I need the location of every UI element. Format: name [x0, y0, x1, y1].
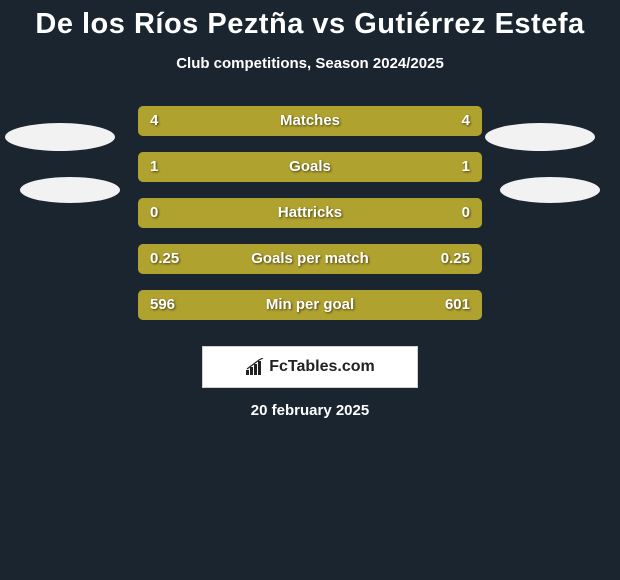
subtitle: Club competitions, Season 2024/2025 — [0, 55, 620, 72]
bar-right — [310, 198, 482, 228]
bar-left — [138, 152, 310, 182]
decorative-ellipse — [5, 123, 115, 151]
stat-value-right: 1 — [462, 144, 470, 190]
date-label: 20 february 2025 — [0, 402, 620, 419]
decorative-ellipse — [485, 123, 595, 151]
stat-row: 0.250.25Goals per match — [0, 236, 620, 282]
stat-value-right: 0 — [462, 190, 470, 236]
watermark-text: FcTables.com — [269, 358, 375, 376]
infographic-container: De los Ríos Peztña vs Gutiérrez Estefa C… — [0, 0, 620, 580]
bar-track — [138, 244, 482, 274]
page-title: De los Ríos Peztña vs Gutiérrez Estefa — [0, 0, 620, 41]
bar-track — [138, 290, 482, 320]
bar-left — [138, 106, 310, 136]
decorative-ellipse — [500, 177, 600, 203]
bar-right — [310, 106, 482, 136]
bar-track — [138, 106, 482, 136]
bar-left — [138, 198, 310, 228]
bar-track — [138, 152, 482, 182]
stat-value-left: 4 — [150, 98, 158, 144]
stat-value-right: 0.25 — [441, 236, 470, 282]
watermark-badge: FcTables.com — [202, 346, 418, 388]
stat-value-left: 1 — [150, 144, 158, 190]
stat-value-left: 596 — [150, 282, 175, 328]
decorative-ellipse — [20, 177, 120, 203]
bar-track — [138, 198, 482, 228]
bar-right — [310, 152, 482, 182]
stat-value-left: 0.25 — [150, 236, 179, 282]
bars-icon — [245, 358, 265, 376]
stat-value-right: 4 — [462, 98, 470, 144]
stat-value-left: 0 — [150, 190, 158, 236]
stat-row: 596601Min per goal — [0, 282, 620, 328]
stat-value-right: 601 — [445, 282, 470, 328]
